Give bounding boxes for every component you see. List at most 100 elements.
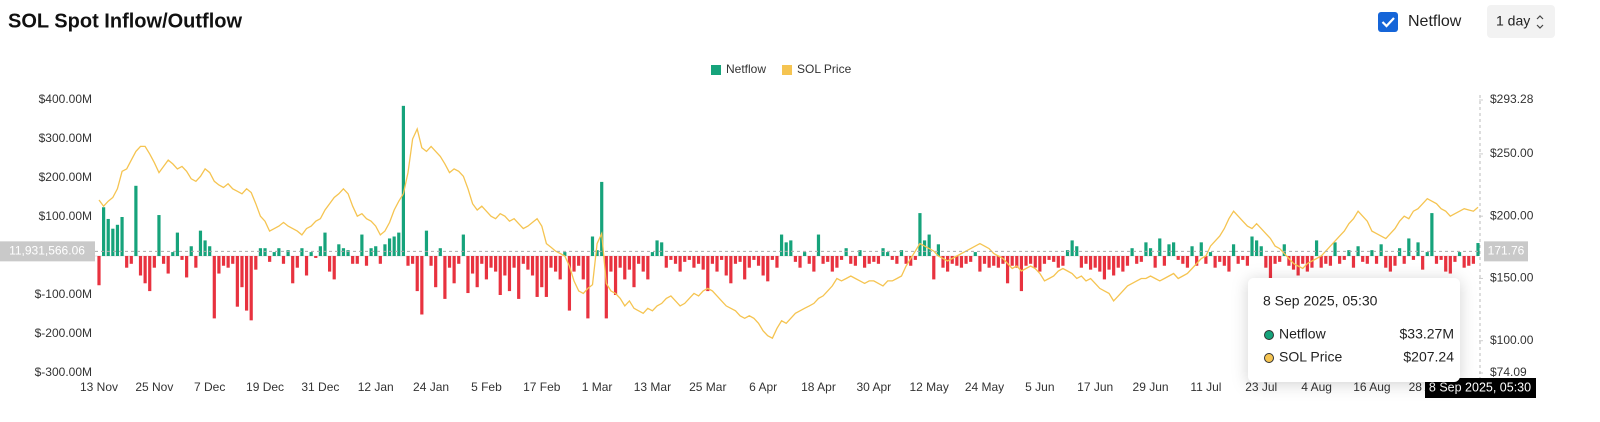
x-tick-label: 16 Aug (1353, 380, 1390, 394)
bar (134, 185, 138, 256)
x-tick-label: 30 Apr (856, 380, 891, 394)
bar (826, 256, 830, 262)
bar (793, 256, 798, 262)
bar (922, 240, 927, 256)
bar (212, 256, 216, 319)
bar (1227, 256, 1231, 272)
bar (157, 215, 161, 256)
bar (572, 256, 576, 272)
bar (300, 248, 304, 256)
bar (941, 256, 945, 268)
bar (231, 256, 235, 264)
bar (1287, 256, 1291, 266)
bar (789, 240, 793, 256)
y2-tick-label: $293.28 (1490, 92, 1534, 106)
bar (521, 256, 525, 264)
bar (959, 256, 964, 268)
bar (1462, 256, 1466, 268)
bar (1222, 256, 1226, 266)
bar (512, 256, 516, 268)
bar (138, 256, 143, 276)
bar (355, 256, 359, 264)
bar (844, 248, 848, 256)
bar (609, 256, 613, 272)
bar (1190, 246, 1194, 256)
bar (1379, 244, 1383, 256)
bar (254, 256, 258, 270)
bar (526, 256, 530, 270)
y-tick-label: $400.00M (39, 92, 92, 106)
bar (756, 256, 761, 266)
bar (872, 256, 876, 262)
bar (1255, 240, 1259, 256)
y-tick-label: $200.00M (39, 170, 92, 184)
toggle-label[interactable]: Netflow (1408, 13, 1462, 30)
bar (309, 252, 313, 256)
bar (411, 256, 415, 264)
chart-title: SOL Spot Inflow/Outflow (8, 10, 242, 32)
bar (489, 256, 493, 268)
bar (886, 252, 890, 256)
bar (383, 244, 387, 256)
x-tick-label: 19 Dec (246, 380, 284, 394)
x-tick-label: 12 Jan (358, 380, 394, 394)
bar (1038, 256, 1042, 272)
bar (314, 256, 318, 258)
bar (558, 256, 562, 280)
bar (650, 252, 655, 256)
bar (1328, 256, 1333, 266)
bar (664, 256, 668, 268)
bar (660, 242, 664, 256)
bar (590, 236, 595, 256)
bar (876, 256, 881, 264)
bar (1112, 256, 1116, 276)
bar (1061, 256, 1065, 266)
bar (171, 252, 175, 256)
bar (1397, 248, 1402, 256)
bar (1107, 256, 1111, 270)
y2-tick-label: $250.00 (1490, 146, 1534, 160)
bar (553, 256, 558, 272)
interval-label[interactable]: 1 day (1496, 13, 1530, 29)
bar (678, 256, 682, 272)
bar (198, 230, 203, 256)
crosshair-x-box (1425, 378, 1536, 398)
bar (913, 256, 917, 260)
bar (221, 256, 226, 266)
bar (434, 256, 438, 288)
bar (1361, 256, 1365, 262)
bar (1158, 238, 1162, 256)
bar (1199, 242, 1203, 256)
bar (835, 256, 839, 268)
bar (1162, 256, 1166, 266)
bar (401, 105, 405, 256)
bar (1402, 256, 1406, 264)
y-tick-label: $-100.00M (35, 287, 92, 301)
crosshair-y-label: 11,931,566.06 (9, 244, 85, 258)
bar (318, 246, 322, 256)
bar (618, 256, 622, 268)
x-tick-label: 12 May (909, 380, 948, 394)
bar (1384, 256, 1388, 268)
bar (1268, 256, 1273, 280)
bar (378, 256, 382, 264)
interval-select[interactable] (1487, 5, 1555, 38)
bar (821, 256, 825, 264)
bar (185, 256, 189, 278)
bar (115, 224, 120, 256)
bar (1065, 250, 1070, 256)
toggle-checkbox[interactable] (1378, 12, 1398, 32)
crosshair-y2-box (1484, 241, 1528, 262)
bar (420, 256, 424, 315)
bar (766, 256, 770, 282)
bar (387, 238, 392, 256)
bar (503, 256, 507, 276)
bar (1324, 256, 1328, 264)
x-tick-label: 25 Nov (135, 380, 173, 394)
bar (779, 234, 784, 256)
bar (613, 256, 618, 295)
crosshair-y-box (0, 241, 95, 262)
bar (969, 256, 973, 262)
tooltip-dot (1264, 330, 1274, 340)
bar (729, 256, 733, 284)
